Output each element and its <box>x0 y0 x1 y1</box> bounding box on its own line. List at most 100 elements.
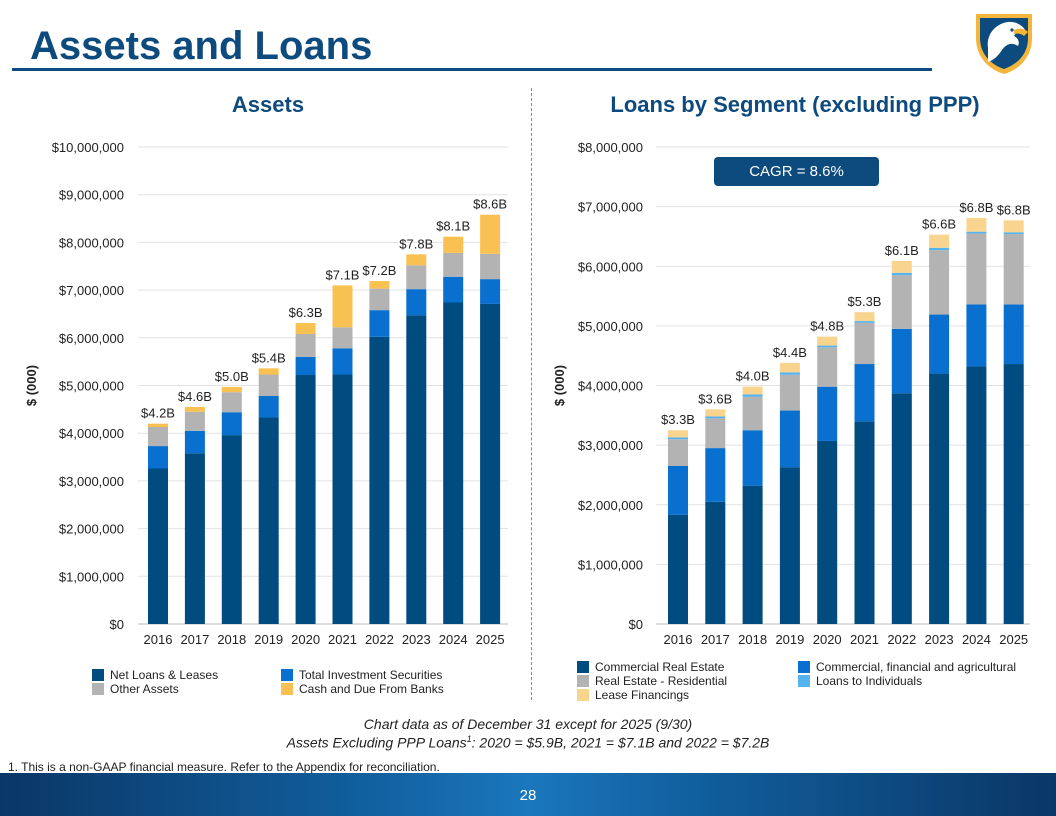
bar-segment <box>258 395 279 418</box>
bar-segment <box>184 430 205 454</box>
bar-segment <box>705 409 726 417</box>
bar-segment <box>369 281 390 289</box>
bar-segment <box>705 501 726 624</box>
bar-segment <box>221 386 242 393</box>
bar-segment <box>891 275 912 329</box>
chart-note-line2: Assets Excluding PPP Loans1: 2020 = $5.9… <box>0 734 1056 751</box>
bar-segment <box>668 430 688 438</box>
bar-segment <box>221 435 242 624</box>
bar-segment <box>742 485 763 624</box>
bar-segment <box>295 333 316 357</box>
assets-chart-title: Assets <box>231 92 305 117</box>
y-tick-label: $1,000,000 <box>578 557 643 572</box>
data-label: $7.2B <box>362 263 396 278</box>
bar-segment <box>854 322 875 365</box>
data-label: $3.3B <box>661 412 695 427</box>
y-axis-title: $ (000) <box>552 365 567 406</box>
y-tick-label: $0 <box>629 617 643 632</box>
bar-segment <box>817 336 838 346</box>
x-tick-label: 2016 <box>664 632 693 647</box>
bar-segment <box>742 396 763 431</box>
chart-note-line1: Chart data as of December 31 except for … <box>363 716 693 732</box>
bar-segment <box>779 374 800 411</box>
data-label: $4.2B <box>141 406 175 421</box>
x-tick-label: 2023 <box>402 632 431 647</box>
bar-segment <box>406 315 427 624</box>
bar-segment <box>817 386 838 441</box>
bar-segment <box>668 465 688 515</box>
footnote: 1. This is a non-GAAP financial measure.… <box>8 760 440 774</box>
bar-segment <box>854 364 875 422</box>
bar-segment <box>369 288 390 311</box>
bar-segment <box>148 446 168 469</box>
data-label: $8.1B <box>436 219 470 234</box>
x-tick-label: 2019 <box>254 632 283 647</box>
data-label: $4.6B <box>178 389 212 404</box>
note-suffix: : 2020 = $5.9B, 2021 = $7.1B and 2022 = … <box>471 734 770 751</box>
bar-segment <box>295 356 316 376</box>
bar-segment <box>966 231 987 234</box>
bar-segment <box>480 303 501 624</box>
y-tick-label: $5,000,000 <box>59 379 124 394</box>
legend-net-loans: Net Loans & Leases <box>92 668 218 682</box>
y-tick-label: $7,000,000 <box>59 283 124 298</box>
data-label: $6.8B <box>997 202 1031 217</box>
bar-segment <box>705 418 726 449</box>
bar-segment <box>966 304 987 367</box>
bar-segment <box>258 374 279 396</box>
y-tick-label: $3,000,000 <box>59 474 124 489</box>
data-label: $7.8B <box>399 236 433 251</box>
bar-segment <box>779 467 800 624</box>
bar-segment <box>929 314 950 374</box>
y-tick-label: $2,000,000 <box>578 498 643 513</box>
legend-label: Lease Financings <box>595 688 690 702</box>
note-superscript: 1 <box>466 734 472 744</box>
bar-segment <box>406 265 427 290</box>
bar-segment <box>668 514 688 624</box>
y-tick-label: $7,000,000 <box>578 200 643 215</box>
bar-segment <box>854 312 875 322</box>
x-tick-label: 2020 <box>291 632 320 647</box>
y-tick-label: $4,000,000 <box>59 426 124 441</box>
y-tick-label: $1,000,000 <box>59 569 124 584</box>
x-tick-label: 2022 <box>887 632 916 647</box>
bar-segment <box>779 362 800 373</box>
bar-segment <box>817 347 838 387</box>
y-tick-label: $0 <box>110 617 124 632</box>
bar-segment <box>295 375 316 624</box>
legend-label: Cash and Due From Banks <box>299 682 444 696</box>
legend-individuals: Loans to Individuals <box>798 674 922 688</box>
eagle-shield-logo <box>976 14 1032 74</box>
data-label: $4.0B <box>736 369 770 384</box>
legend-label: Net Loans & Leases <box>110 668 219 682</box>
y-tick-label: $3,000,000 <box>578 438 643 453</box>
legend-commercial-financial: Commercial, financial and agricultural <box>798 660 1016 674</box>
bar-segment <box>258 417 279 624</box>
x-tick-label: 2018 <box>738 632 767 647</box>
assets-chart: $0 $1,000,000 $2,000,000 $3,000,000 $4,000,0… <box>24 140 508 647</box>
bar-segment <box>332 327 353 349</box>
data-label: $6.3B <box>289 305 323 320</box>
bar-segment <box>817 440 838 624</box>
x-tick-label: 2017 <box>701 632 730 647</box>
y-tick-label: $10,000,000 <box>52 140 124 155</box>
bar-segment <box>184 453 205 624</box>
legend-label: Commercial, financial and agricultural <box>816 660 1017 674</box>
bar-segment <box>221 412 242 436</box>
legend-cre: Commercial Real Estate <box>577 660 724 674</box>
legend-lease: Lease Financings <box>577 688 689 702</box>
x-tick-label: 2017 <box>180 632 209 647</box>
bar-segment <box>369 310 390 337</box>
legend-swatch <box>577 689 589 701</box>
data-label: $4.8B <box>810 319 844 334</box>
x-tick-label: 2016 <box>144 632 173 647</box>
bar-segment <box>480 214 501 254</box>
data-label: $4.4B <box>773 345 807 360</box>
bar-segment <box>668 437 688 440</box>
legend-swatch <box>577 661 589 673</box>
legend-other-assets: Other Assets <box>92 682 179 696</box>
y-tick-label: $5,000,000 <box>578 319 643 334</box>
chart-divider <box>531 88 532 700</box>
legend-swatch <box>92 683 104 695</box>
y-tick-label: $2,000,000 <box>59 522 124 537</box>
